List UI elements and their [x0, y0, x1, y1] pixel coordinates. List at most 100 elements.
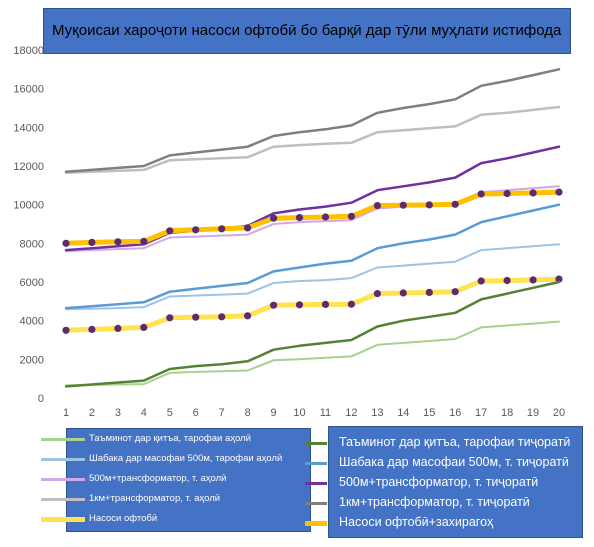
x-tick-label-12: 13: [371, 407, 383, 419]
series-9-point-4: [166, 227, 174, 235]
series-4-point-14: [425, 288, 433, 296]
legend-label-0: Таъминот дар қитъа, тарофаи аҳолӣ: [89, 433, 251, 444]
x-tick-label-9: 10: [293, 407, 305, 419]
series-4-point-6: [218, 313, 226, 321]
y-tick-label-9: 18000: [13, 45, 44, 57]
series-4-point-15: [451, 288, 459, 296]
series-9-point-9: [295, 214, 304, 222]
axis-layer: 0 2000 4000 6000 8000 10000 12000 14000 16000 180…: [13, 45, 565, 419]
y-tick-label-8: 16000: [13, 84, 44, 96]
series-4-point-19: [555, 275, 563, 283]
series-layer: [62, 68, 563, 388]
legend-left: Таъминот дар қитъа, тарофаи аҳолӣ Шабака …: [41, 428, 311, 532]
series-4-point-7: [244, 312, 252, 320]
legend-swatch-2: [41, 477, 85, 481]
series-9-point-12: [373, 202, 381, 210]
x-tick-label-8: 9: [271, 407, 277, 419]
series-line-9: [63, 189, 562, 246]
legend-swatch-0: [41, 437, 85, 441]
y-tick-label-7: 14000: [13, 122, 44, 134]
series-9-point-6: [218, 225, 226, 233]
series-4-point-11: [347, 300, 355, 308]
legend-swatch-6: [305, 461, 327, 465]
series-4-point-10: [321, 300, 330, 308]
legend-label-5: Таъминот дар қитъа, тарофаи тиҷоратӣ: [339, 435, 571, 449]
y-tick-label-4: 8000: [20, 238, 44, 250]
legend-label-3: 1км+трансформатор, т. аҳолӣ: [89, 493, 221, 504]
y-tick-label-6: 12000: [13, 161, 44, 173]
series-line-7: [64, 145, 561, 252]
y-tick-label-1: 2000: [20, 354, 44, 366]
series-9-point-1: [88, 238, 96, 246]
series-line-0: [65, 320, 560, 387]
series-line-6: [64, 203, 561, 310]
series-9-point-13: [399, 201, 407, 209]
series-4-point-3: [140, 323, 148, 331]
x-tick-label-2: 3: [115, 407, 121, 419]
series-9-point-15: [451, 200, 459, 208]
legend-label-2: 500м+трансформатор, т. аҳолӣ: [89, 473, 227, 484]
chart-title: Муқоисаи хароҷоти насоси офтобӣ бо барқӣ…: [52, 22, 562, 39]
legend-swatch-3: [41, 497, 85, 501]
x-tick-label-0: 1: [63, 407, 69, 419]
y-tick-label-5: 10000: [13, 200, 44, 212]
x-tick-label-4: 5: [167, 407, 173, 419]
series-9-point-18: [529, 189, 537, 197]
series-4-point-16: [477, 277, 485, 285]
series-9-point-5: [192, 226, 200, 234]
series-4-point-2: [114, 324, 122, 332]
legend-label-1: Шабака дар масофаи 500м, тарофаи аҳолӣ: [89, 453, 283, 464]
x-tick-label-3: 4: [141, 407, 147, 419]
legend-label-9: Насоси офтобӣ+захирагоҳ: [339, 515, 494, 529]
x-tick-label-1: 2: [89, 407, 95, 419]
series-4-point-9: [295, 301, 304, 309]
legend-label-6: Шабака дар масофаи 500м, т. тиҷоратӣ: [339, 455, 569, 469]
series-4-point-17: [503, 276, 511, 285]
series-9-point-14: [425, 201, 433, 209]
series-4-point-12: [373, 290, 381, 298]
series-9-point-11: [347, 212, 355, 220]
legend-swatch-5: [305, 441, 327, 445]
series-line-5: [64, 280, 561, 388]
legend-swatch-1: [41, 457, 85, 461]
x-tick-label-10: 11: [320, 407, 331, 419]
legend-swatch-7: [305, 481, 327, 485]
y-tick-label-2: 4000: [20, 316, 44, 328]
y-tick-label-3: 6000: [20, 277, 44, 289]
series-9-point-3: [140, 237, 148, 245]
x-tick-label-11: 12: [345, 407, 357, 419]
x-tick-label-15: 16: [449, 407, 461, 419]
series-9-point-16: [477, 190, 485, 198]
series-4-point-4: [166, 314, 174, 322]
series-4-point-0: [62, 326, 70, 334]
series-line-1: [65, 243, 560, 311]
series-9-point-7: [244, 224, 252, 232]
legend-label-8: 1км+трансформатор, т. тиҷоратӣ: [339, 495, 530, 509]
y-tick-label-0: 0: [38, 393, 44, 405]
x-tick-label-19: 20: [553, 407, 565, 419]
series-line-3: [64, 105, 561, 175]
series-line-4: [63, 276, 562, 333]
x-tick-label-6: 7: [219, 407, 225, 419]
series-9-point-2: [114, 238, 122, 246]
x-tick-label-16: 17: [475, 407, 487, 419]
legend-swatch-8: [305, 501, 327, 505]
series-9-point-8: [270, 214, 278, 222]
series-line-8: [64, 68, 561, 174]
series-9-point-17: [503, 189, 511, 198]
series-4-point-1: [88, 325, 96, 333]
series-9-point-19: [555, 188, 563, 196]
chart-title-box: Муқоисаи хароҷоти насоси офтобӣ бо барқӣ…: [43, 8, 571, 54]
x-tick-label-18: 19: [527, 407, 539, 419]
series-9-point-10: [321, 213, 330, 221]
x-tick-label-7: 8: [245, 407, 251, 419]
series-4-point-5: [192, 313, 200, 321]
legend-swatch-9: [305, 520, 327, 526]
legend-label-7: 500м+трансформатор, т. тиҷоратӣ: [339, 475, 539, 489]
series-4-point-13: [399, 289, 407, 297]
legend-right: Таъминот дар қитъа, тарофаи тиҷоратӣ Шаба…: [305, 426, 583, 538]
series-9-point-0: [62, 239, 70, 247]
x-tick-label-14: 15: [423, 407, 435, 419]
